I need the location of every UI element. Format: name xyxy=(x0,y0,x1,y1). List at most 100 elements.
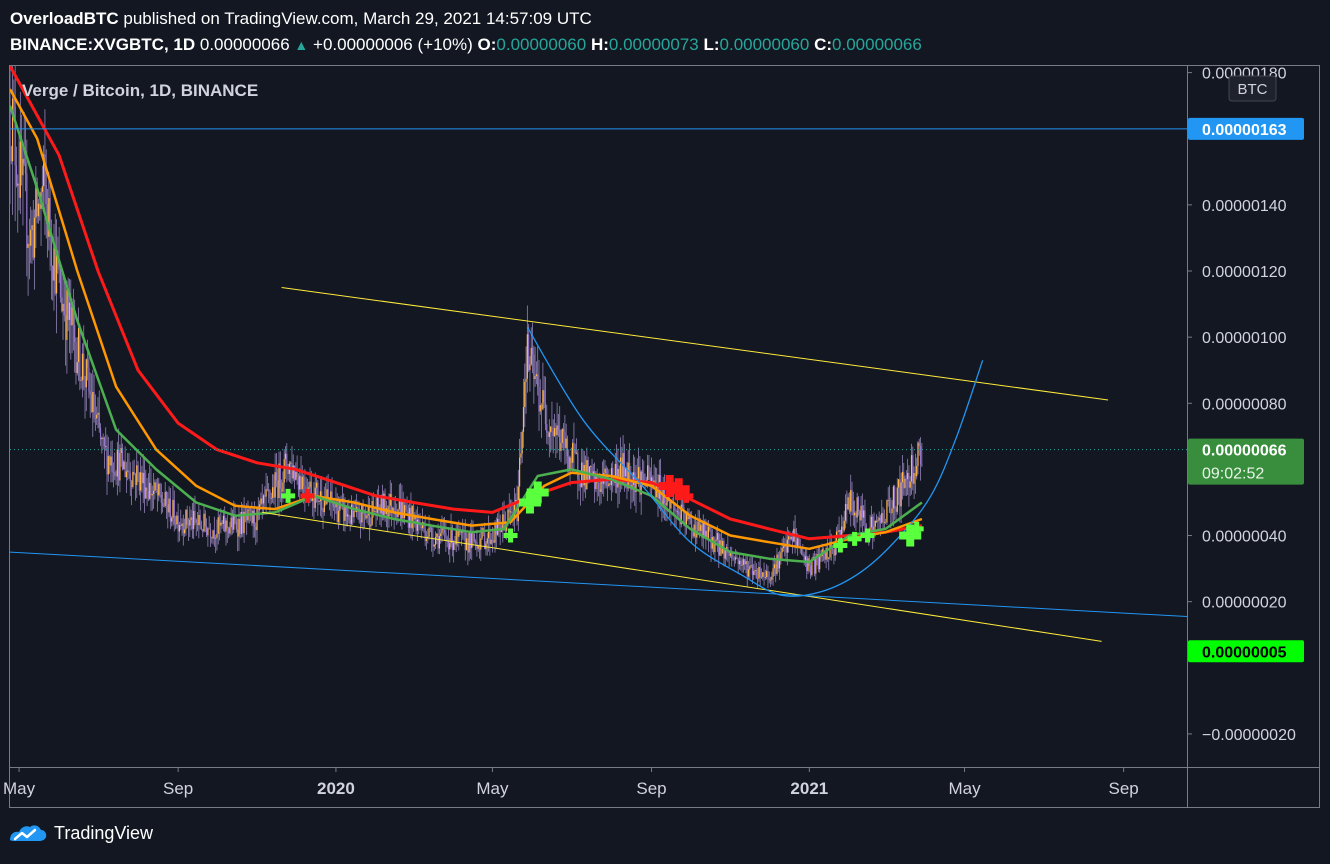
candle-body xyxy=(846,503,848,510)
candle-body xyxy=(890,512,892,514)
candle-body xyxy=(543,390,545,403)
candle-body xyxy=(472,533,474,534)
candle-body xyxy=(860,505,862,521)
candle-body xyxy=(628,462,631,480)
candle-body xyxy=(882,513,884,523)
candle-body xyxy=(403,505,406,518)
candle-body xyxy=(248,509,250,511)
candle-body xyxy=(35,182,37,218)
candle-body xyxy=(156,490,159,496)
candle-body xyxy=(614,463,616,483)
candle-body xyxy=(729,552,732,556)
candle-body xyxy=(378,495,380,510)
time-axis-label: Sep xyxy=(1108,779,1138,798)
candle-body xyxy=(709,526,711,530)
candle-body xyxy=(207,528,209,536)
candle-body xyxy=(914,472,916,477)
chart-frame xyxy=(9,65,1320,808)
candle-body xyxy=(402,501,404,518)
sell-signal-marker xyxy=(300,488,315,503)
candle-body xyxy=(921,464,923,466)
candle-body xyxy=(75,342,77,374)
candle-body xyxy=(295,471,297,480)
candle-body xyxy=(380,494,382,514)
candle-body xyxy=(357,507,359,508)
plot-area[interactable] xyxy=(9,55,1187,642)
candle-body xyxy=(292,465,294,479)
candle-body xyxy=(838,529,840,532)
candle-body xyxy=(72,306,74,325)
candle-body xyxy=(811,559,813,576)
candle-body xyxy=(579,482,581,487)
candle-body xyxy=(467,538,469,553)
candle-body xyxy=(790,536,792,540)
candle-body xyxy=(226,520,228,529)
candle-body xyxy=(524,381,526,408)
candle-body xyxy=(707,526,710,539)
candle-body xyxy=(749,566,751,570)
candle-body xyxy=(875,521,878,522)
candle-body xyxy=(769,579,772,581)
candle-body xyxy=(281,488,283,492)
candle-body xyxy=(874,521,876,527)
candle-body xyxy=(200,526,203,530)
candle-body xyxy=(525,378,527,382)
candle-body xyxy=(279,463,281,489)
symbol-label[interactable]: BINANCE:XVGBTC, 1D xyxy=(10,35,196,54)
candle-body xyxy=(134,474,137,486)
candle-body xyxy=(566,438,569,457)
candle-body xyxy=(297,477,300,490)
tradingview-footer[interactable]: TradingView xyxy=(8,822,153,844)
candle-body xyxy=(747,569,750,577)
candle-body xyxy=(213,530,215,539)
candle-body xyxy=(908,472,910,488)
low-price-badge-box xyxy=(1188,640,1304,663)
candle-body xyxy=(204,513,206,527)
author-name[interactable]: OverloadBTC xyxy=(10,9,119,28)
candle-body xyxy=(181,523,183,527)
candle-body xyxy=(441,528,443,534)
candle-body xyxy=(162,502,164,507)
candle-body xyxy=(919,446,922,465)
candle-body xyxy=(184,529,186,534)
candle-body xyxy=(899,479,901,507)
candle-body xyxy=(159,483,161,495)
candle-body xyxy=(312,496,314,501)
candle-body xyxy=(158,483,160,496)
candle-body xyxy=(596,473,598,484)
candle-body xyxy=(433,544,435,547)
candle-body xyxy=(881,513,883,523)
candle-body xyxy=(255,526,257,531)
candle-body xyxy=(754,569,756,572)
candle-body xyxy=(26,173,28,248)
candle-body xyxy=(182,523,184,534)
candle-body xyxy=(141,472,143,484)
candle-body xyxy=(847,497,849,510)
close-value: 0.00000066 xyxy=(832,35,922,54)
candle-body xyxy=(621,457,623,484)
candle-body xyxy=(70,302,72,326)
candle-body xyxy=(238,518,240,537)
price-axis-label: 0.00000020 xyxy=(1202,595,1287,612)
candle-body xyxy=(879,517,882,523)
candle-body xyxy=(456,530,459,537)
candle-body xyxy=(11,98,14,162)
candle-body xyxy=(852,501,854,516)
candle-body xyxy=(565,438,567,448)
candle-body xyxy=(176,515,178,525)
ema-red-line xyxy=(10,66,923,541)
candle-body xyxy=(243,511,245,534)
candle-body xyxy=(500,530,503,532)
candle-body xyxy=(432,538,434,547)
candle-body xyxy=(409,507,411,528)
candle-body xyxy=(237,529,239,537)
candle-body xyxy=(455,530,457,545)
candle-body xyxy=(401,501,403,519)
candle-body xyxy=(637,467,640,479)
candle-body xyxy=(508,509,510,513)
candle-body xyxy=(54,244,56,294)
candle-body xyxy=(830,541,832,549)
candle-body xyxy=(434,537,437,545)
candle-body xyxy=(561,429,563,443)
